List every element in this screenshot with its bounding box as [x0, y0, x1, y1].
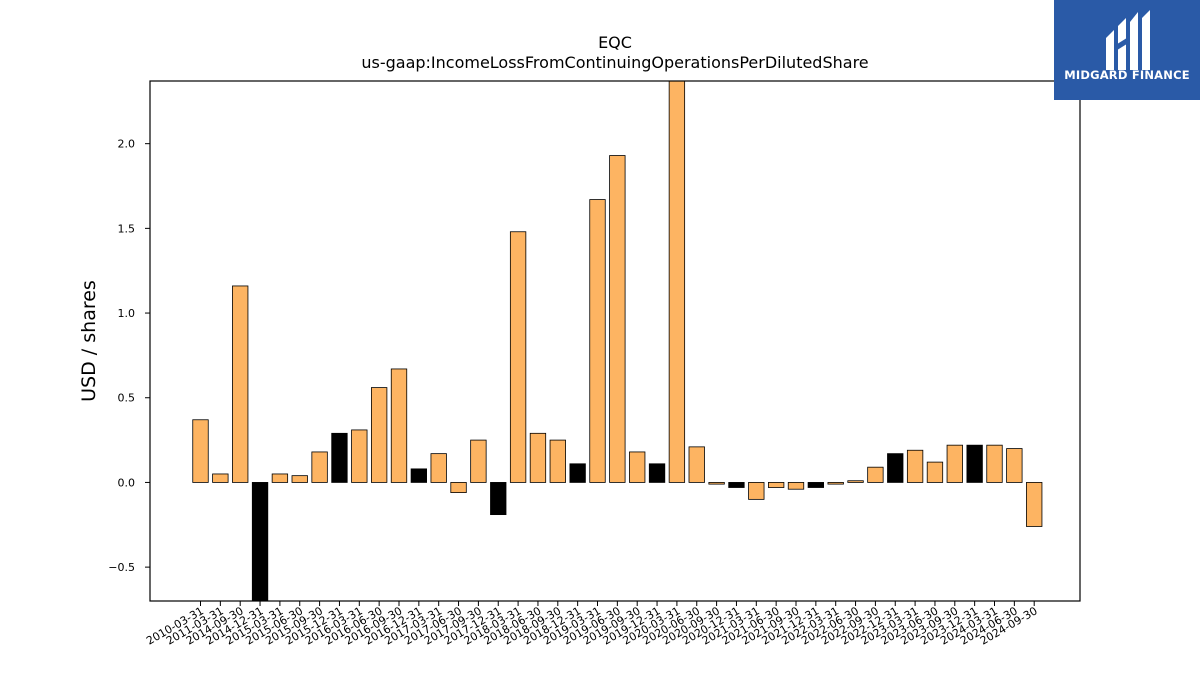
bar-2022-12-31	[887, 453, 904, 483]
bar-2021-09-30	[787, 482, 805, 490]
midgard-finance-logo-icon	[1106, 10, 1150, 70]
bar-2021-06-30	[768, 482, 785, 488]
bar-2016-06-30	[370, 387, 388, 483]
bar-2021-12-31	[807, 482, 824, 488]
plot-frame	[149, 80, 1081, 602]
y-tick-label: 1.0	[118, 307, 136, 320]
bar-2017-03-31	[430, 453, 447, 483]
bar-2017-12-31	[490, 482, 507, 516]
bar-2023-03-31	[906, 449, 924, 483]
x-axis: 2010-03-312011-03-312014-09-302014-12-31…	[144, 601, 1040, 648]
bar-2015-03-31	[271, 473, 289, 483]
bar-2018-03-31	[509, 231, 527, 483]
brand-name: MIDGARD FINANCE	[1064, 68, 1190, 82]
bar-2015-12-31	[331, 432, 348, 483]
bar-2017-09-30	[470, 439, 487, 483]
bar-2014-12-31	[251, 482, 269, 601]
bar-2010-03-31	[192, 419, 209, 483]
y-tick-label: 0.0	[118, 476, 136, 489]
bar-2017-06-30	[450, 482, 467, 493]
bar-2022-03-31	[827, 482, 844, 485]
bar-2018-06-30	[529, 432, 547, 483]
bar-2020-06-30	[688, 446, 705, 483]
bar-2019-06-30	[609, 155, 626, 483]
y-axis-label: USD / shares	[78, 280, 100, 402]
bar-2011-03-31	[212, 473, 229, 483]
chart-subtitle: us-gaap:IncomeLossFromContinuingOperatio…	[361, 53, 868, 72]
bar-2023-12-31	[966, 444, 983, 483]
bar-2021-03-31	[748, 482, 765, 500]
bar-2020-12-31	[728, 482, 745, 488]
bar-2023-09-30	[946, 444, 963, 483]
bar-2016-12-31	[410, 468, 428, 483]
bar-2020-09-30	[708, 482, 725, 485]
bar-2024-03-31	[986, 444, 1003, 483]
bar-2015-06-30	[291, 475, 308, 483]
chart-title: EQC	[598, 33, 632, 52]
bar-2024-06-30	[1006, 448, 1023, 483]
bar-2019-12-31	[648, 463, 666, 483]
y-tick-label: 0.5	[118, 392, 136, 405]
bar-2020-03-31	[668, 81, 686, 483]
bar-2018-09-30	[549, 439, 566, 483]
bar-2023-06-30	[926, 461, 944, 483]
bar-2014-09-30	[232, 285, 249, 483]
bar-series	[192, 81, 1043, 601]
bar-2016-03-31	[351, 429, 368, 483]
y-tick-label: 1.5	[118, 222, 136, 235]
y-tick-label: 2.0	[118, 138, 136, 151]
bar-2018-12-31	[569, 463, 586, 483]
brand-logo: MIDGARD FINANCE	[1054, 0, 1200, 100]
bar-2019-09-30	[629, 451, 646, 483]
y-axis: −0.5 0.0 0.5 1.0 1.5 2.0	[108, 138, 150, 574]
bar-2022-06-30	[847, 480, 864, 483]
y-tick-label: −0.5	[108, 561, 135, 574]
bar-2015-09-30	[311, 451, 328, 483]
bar-2022-09-30	[867, 466, 884, 483]
bar-2024-09-30	[1026, 482, 1043, 527]
bar-2016-09-30	[390, 368, 408, 483]
bar-2019-03-31	[589, 199, 606, 483]
